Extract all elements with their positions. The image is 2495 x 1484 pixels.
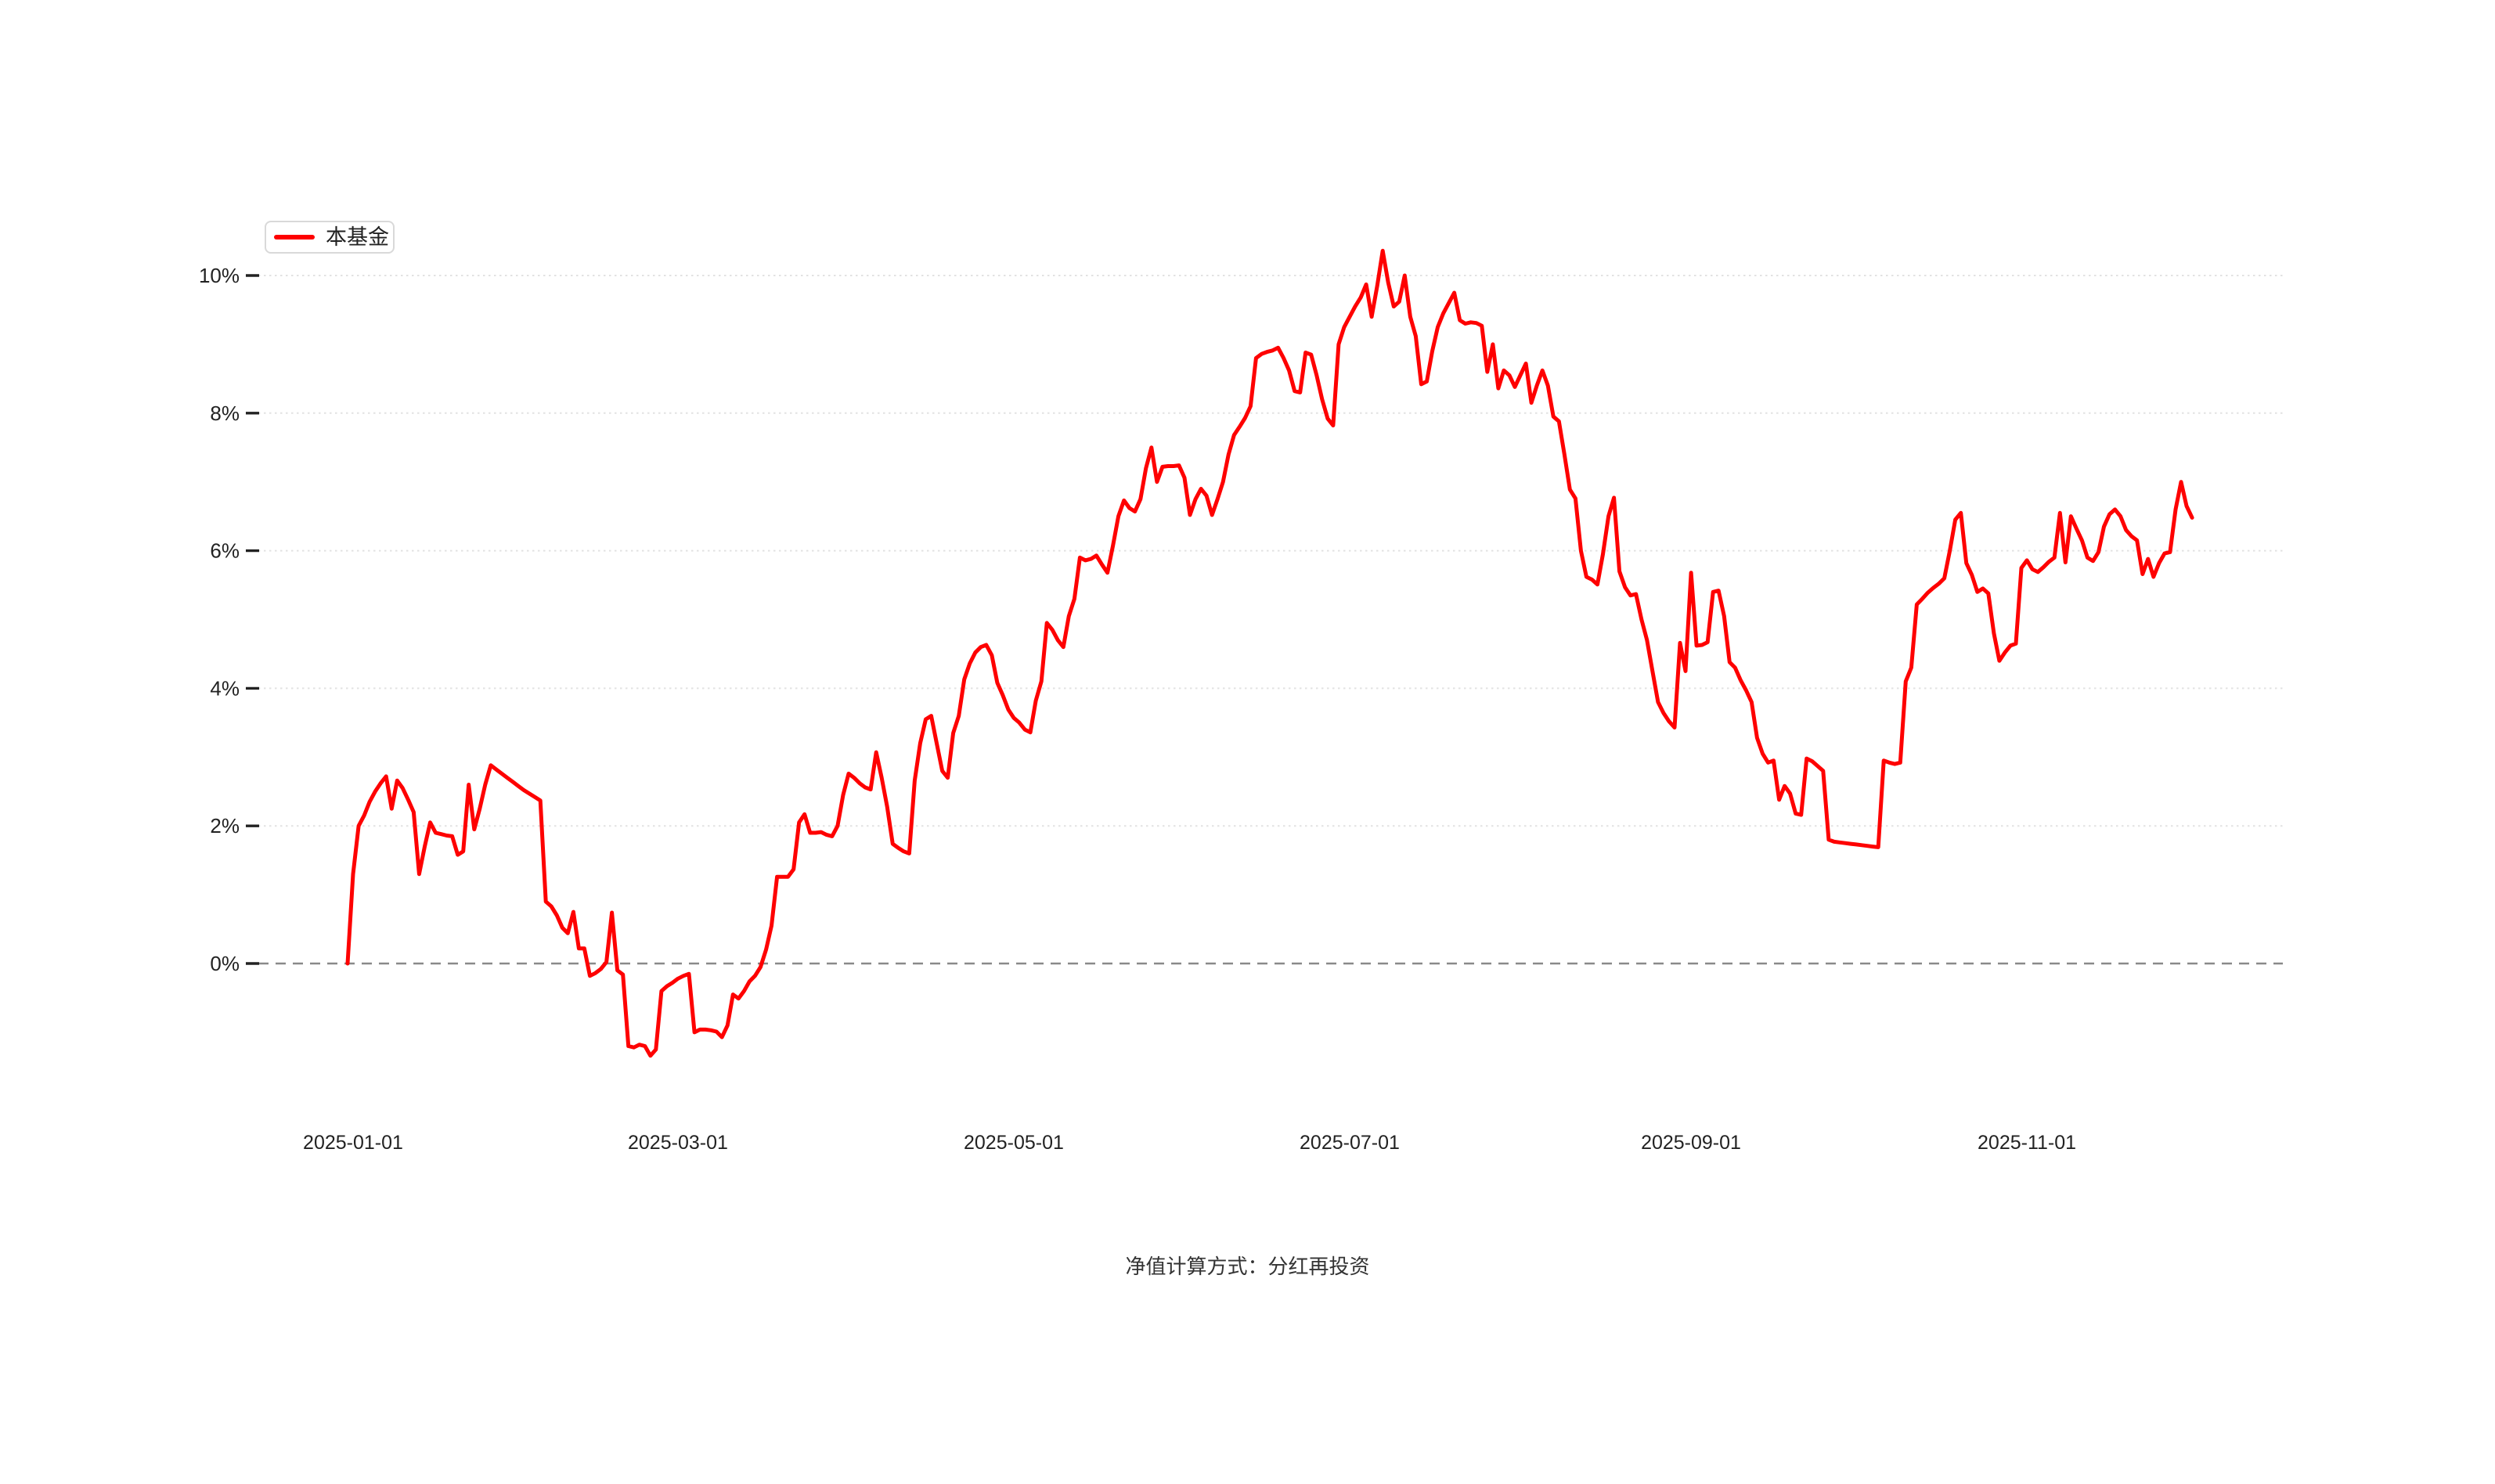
y-axis-label: 4% (210, 676, 240, 700)
legend-label: 本基金 (326, 225, 389, 249)
legend-line-icon (274, 235, 315, 240)
y-axis-label: 8% (210, 402, 240, 425)
x-axis-label: 2025-03-01 (628, 1132, 728, 1154)
y-axis-label: 2% (210, 814, 240, 837)
x-axis-label: 2025-11-01 (1978, 1132, 2076, 1154)
x-axis-label: 2025-07-01 (1300, 1132, 1400, 1154)
y-axis-label: 0% (210, 952, 240, 975)
series-line-fund[interactable] (345, 248, 2194, 1058)
legend-item-fund[interactable]: 本基金 (265, 221, 395, 254)
footer-note: 净值计算方式：分红再投资 (1125, 1255, 1370, 1278)
x-axis-label: 2025-05-01 (964, 1132, 1064, 1154)
y-axis-label: 10% (199, 264, 240, 287)
x-axis-label: 2025-09-01 (1641, 1132, 1741, 1154)
x-axis-label: 2025-01-01 (303, 1132, 403, 1154)
y-axis-label: 6% (210, 539, 240, 563)
